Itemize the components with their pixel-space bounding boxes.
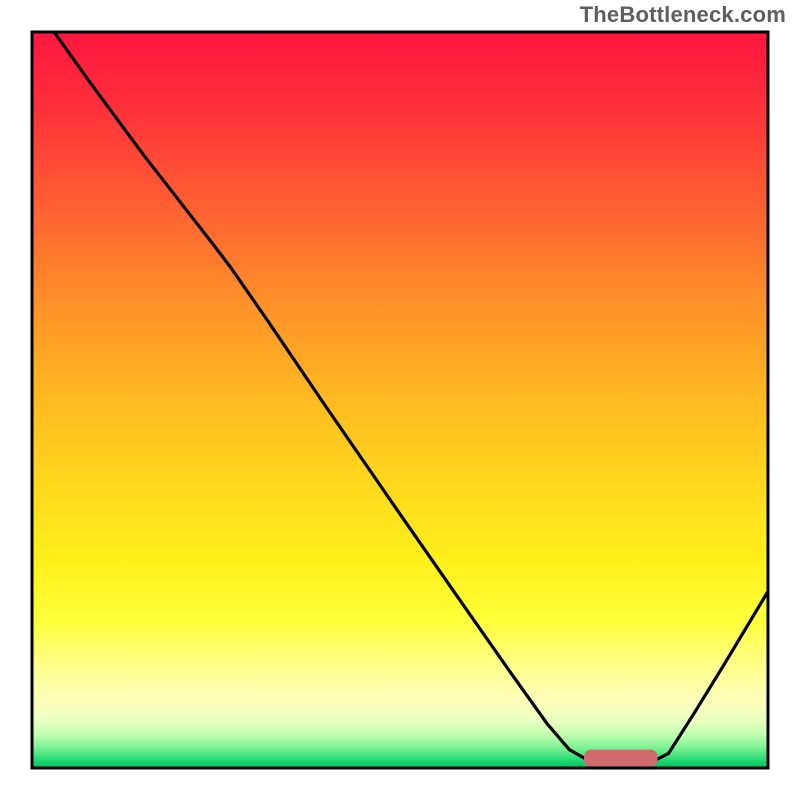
plot-background xyxy=(32,32,768,768)
watermark-text: TheBottleneck.com xyxy=(580,2,786,28)
bottleneck-curve-chart xyxy=(0,0,800,800)
optimal-range-marker xyxy=(584,750,658,768)
chart-container: { "watermark": { "text": "TheBottleneck.… xyxy=(0,0,800,800)
